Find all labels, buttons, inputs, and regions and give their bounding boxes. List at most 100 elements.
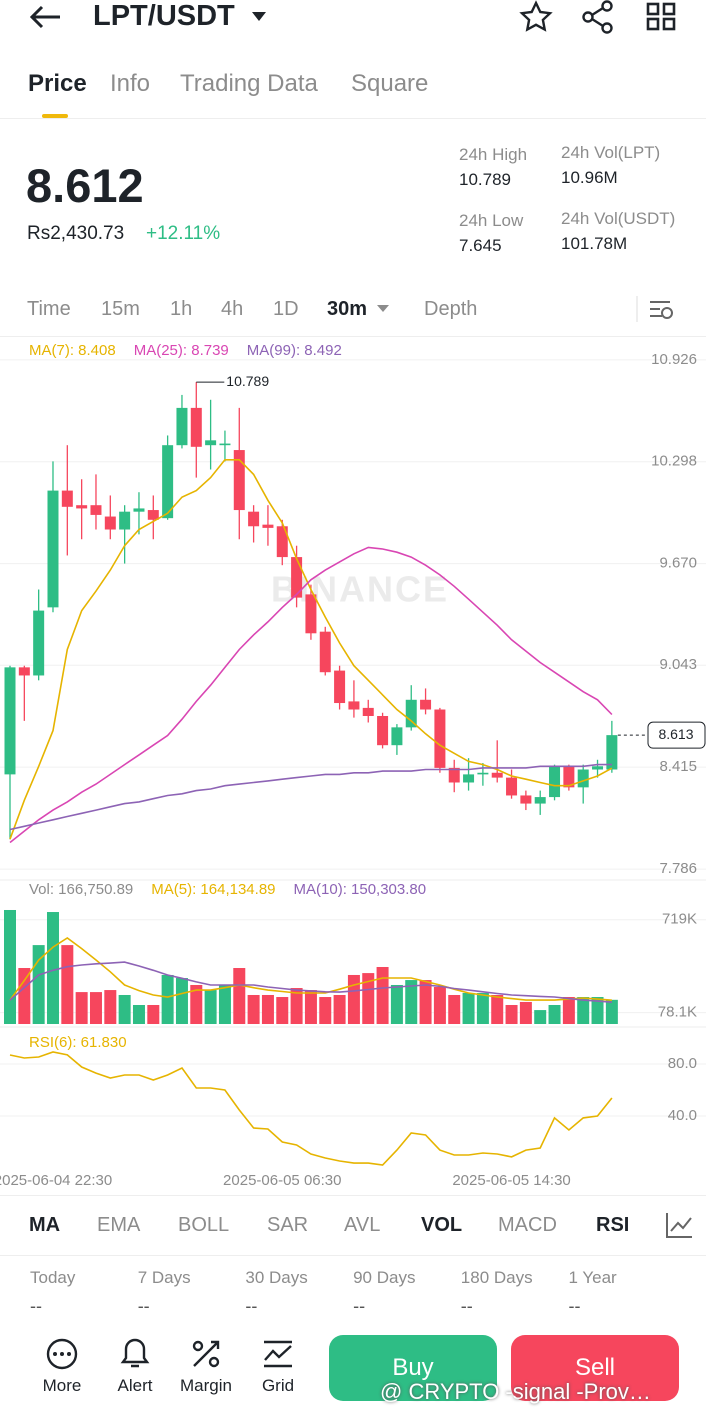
stat-label: 24h Vol(LPT): [561, 143, 661, 162]
candle-body: [391, 727, 403, 746]
candle-body: [33, 610, 45, 676]
candle-body: [534, 797, 546, 804]
indicator-tab[interactable]: VOL: [421, 1214, 463, 1236]
period-value: --: [30, 1296, 42, 1316]
candle-body: [405, 699, 417, 728]
legend-entry: MA(10): 150,303.80: [294, 881, 427, 898]
back-icon[interactable]: [28, 4, 62, 30]
stat-value: 10.96M: [561, 168, 618, 187]
interval[interactable]: 1D: [273, 298, 299, 320]
volume-bar: [476, 992, 489, 1024]
action-icon[interactable]: [118, 1337, 152, 1371]
y-tick-label: 40.0: [668, 1107, 697, 1124]
share-icon[interactable]: [580, 0, 616, 34]
candle-body: [319, 631, 331, 673]
period-label: 90 Days: [353, 1268, 416, 1287]
stat-label: 24h Vol(USDT): [561, 209, 676, 228]
candle-body: [377, 716, 389, 746]
sell-button[interactable]: Sell: [511, 1335, 679, 1401]
buy-button[interactable]: Buy: [329, 1335, 497, 1401]
volume-bar: [175, 978, 188, 1024]
candle-body: [334, 670, 346, 704]
volume-bar: [276, 997, 289, 1024]
candle-body: [577, 769, 589, 788]
volume-bar: [290, 988, 303, 1024]
fiat-price: Rs2,430.73: [27, 223, 125, 244]
chart: 10.92610.2989.6709.0438.4157.786BINANCEM…: [0, 342, 706, 1189]
action-icon[interactable]: [261, 1337, 295, 1371]
high-label: 10.789: [226, 373, 269, 389]
last-price-label: 8.613: [658, 726, 693, 742]
grid-icon[interactable]: [646, 2, 678, 32]
action-label[interactable]: Grid: [261, 1376, 295, 1395]
pair-title[interactable]: LPT/USDT: [93, 0, 235, 32]
indicator-tab[interactable]: EMA: [97, 1214, 141, 1236]
action-icon[interactable]: [45, 1337, 79, 1371]
legend-entry: Vol: 166,750.89: [29, 881, 133, 898]
candle-body: [291, 557, 303, 598]
price-change: +12.11%: [146, 223, 221, 244]
candle-body: [549, 766, 561, 798]
y-tick-label: 80.0: [668, 1055, 697, 1072]
x-tick-label: 2025-06-04 22:30: [0, 1172, 112, 1189]
volume-bar: [132, 1004, 145, 1024]
volume-bar: [4, 909, 16, 1024]
star-icon[interactable]: [518, 0, 554, 34]
action-icon[interactable]: [189, 1337, 223, 1371]
period-label: 180 Days: [460, 1268, 533, 1287]
y-tick-label: 719K: [662, 911, 697, 928]
tab[interactable]: Info: [110, 70, 151, 97]
pair-caret[interactable]: [251, 11, 267, 23]
volume-bar: [233, 968, 246, 1024]
interval[interactable]: 15m: [101, 298, 140, 320]
last-price-box: [647, 721, 706, 749]
action-label[interactable]: More: [42, 1376, 82, 1395]
indicator-tab[interactable]: MACD: [498, 1214, 557, 1236]
interval[interactable]: Depth: [424, 298, 478, 320]
indicator-tab[interactable]: BOLL: [178, 1214, 230, 1236]
ma-line: [9, 961, 612, 1003]
indicator-tab[interactable]: AVL: [344, 1214, 381, 1236]
interval[interactable]: 4h: [221, 298, 244, 320]
candle-body: [477, 772, 489, 775]
candle-body: [133, 508, 145, 512]
period-value: --: [353, 1296, 366, 1316]
indicator-tab[interactable]: SAR: [267, 1214, 309, 1236]
x-tick-label: 2025-06-05 14:30: [452, 1172, 570, 1189]
period-label: 30 Days: [245, 1268, 308, 1287]
action-label[interactable]: Alert: [117, 1376, 153, 1395]
interval[interactable]: Time: [27, 298, 71, 320]
candle-body: [592, 766, 604, 770]
interval[interactable]: 1h: [170, 298, 193, 320]
candle-body: [162, 445, 174, 519]
divider: [0, 336, 706, 337]
volume-bar: [534, 1010, 547, 1024]
tab[interactable]: Trading Data: [180, 70, 318, 97]
candle-body: [205, 440, 217, 446]
divider: [0, 118, 706, 119]
indicator-tab[interactable]: RSI: [596, 1214, 630, 1236]
divider: [0, 1195, 706, 1196]
chart-settings-icon[interactable]: [636, 294, 680, 324]
volume-bar: [448, 994, 461, 1024]
indicator-tab[interactable]: MA: [29, 1214, 61, 1236]
tab[interactable]: Price: [28, 70, 87, 97]
candle-body: [448, 767, 460, 783]
period-label: 7 Days: [137, 1268, 191, 1287]
candle-body: [119, 511, 131, 530]
interval-caret: [377, 305, 389, 312]
legend-entry: MA(7): 8.408: [29, 342, 116, 359]
interval[interactable]: 30m: [327, 298, 368, 320]
tab[interactable]: Square: [351, 70, 429, 97]
ma-line: [9, 937, 612, 1001]
volume-bar: [347, 974, 360, 1024]
y-tick-label: 8.415: [659, 758, 697, 775]
candle-body: [563, 766, 575, 788]
volume-bar: [433, 987, 446, 1024]
ma-line: [9, 1051, 613, 1166]
candle-body: [104, 516, 116, 530]
volume-bar: [405, 980, 418, 1024]
indicator-settings-icon[interactable]: [664, 1211, 694, 1239]
action-label[interactable]: Margin: [180, 1376, 232, 1395]
volume-bar: [519, 1001, 532, 1024]
